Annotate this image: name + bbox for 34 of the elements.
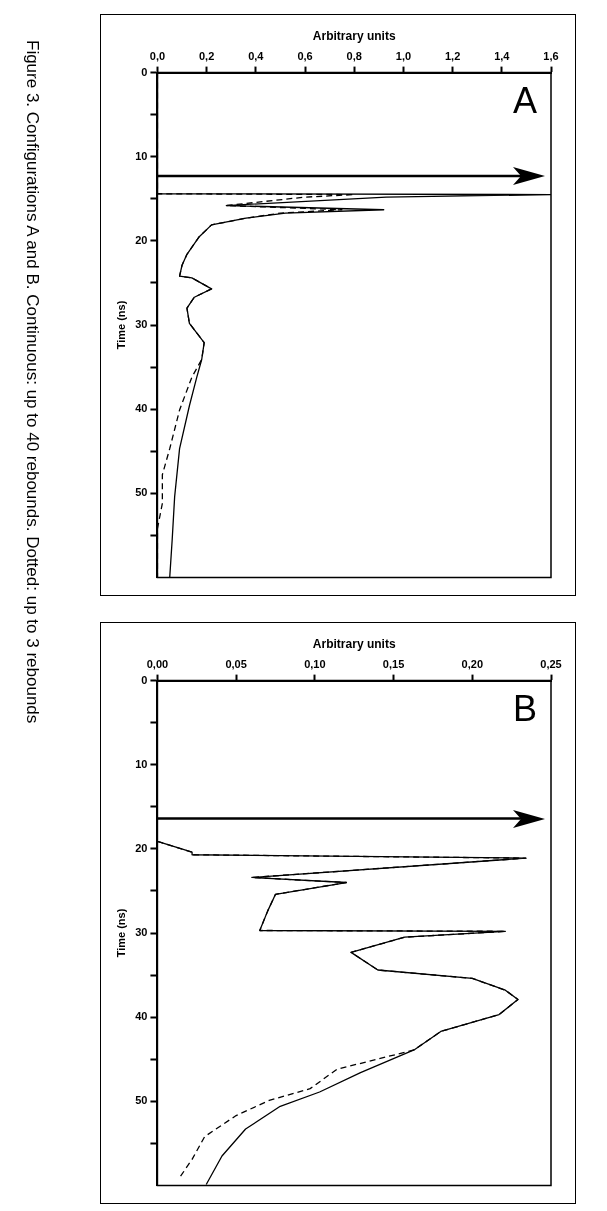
x-tick-label: 0,25 <box>540 658 562 671</box>
y-tick-label: 0 <box>141 673 148 686</box>
annotation: B <box>512 687 537 729</box>
x-tick-label: 1,0 <box>395 50 412 63</box>
y-axis-title: Time (ns) <box>114 908 127 958</box>
x-tick-label: 0,10 <box>304 658 326 671</box>
y-tick-label: 50 <box>135 1094 148 1107</box>
y-tick-label: 10 <box>135 757 148 770</box>
x-tick-label: 0,8 <box>346 50 362 63</box>
y-tick-label: 20 <box>135 233 148 246</box>
y-tick-label: 40 <box>135 1010 148 1023</box>
x-tick-label: 0,0 <box>149 50 166 63</box>
x-tick-label: 1,2 <box>444 50 461 63</box>
x-tick-label: 0,00 <box>146 658 169 671</box>
x-axis-title: Arbitrary units <box>312 28 396 43</box>
x-tick-label: 1,4 <box>494 50 511 63</box>
x-tick-label: 0,15 <box>382 658 405 671</box>
x-tick-label: 0,6 <box>297 50 313 63</box>
y-tick-label: 30 <box>135 926 148 939</box>
x-tick-label: 0,05 <box>225 658 247 671</box>
x-tick-label: 1,6 <box>543 50 559 63</box>
y-tick-label: 20 <box>135 841 148 854</box>
x-tick-label: 0,20 <box>461 658 483 671</box>
y-tick-label: 40 <box>135 402 148 415</box>
y-tick-label: 50 <box>135 486 148 499</box>
y-tick-label: 30 <box>135 318 148 331</box>
caption: Figure 3. Configurations A and B. Continuous: up to 40 rebounds. Dotted: up to 3 rebounds <box>22 40 42 726</box>
y-tick-label: 10 <box>135 149 148 162</box>
x-tick-label: 0,4 <box>248 50 265 63</box>
x-tick-label: 0,2 <box>198 50 215 63</box>
annotation: A <box>512 79 537 121</box>
y-axis-title: Time (ns) <box>114 300 127 350</box>
x-axis-title: Arbitrary units <box>312 636 396 651</box>
y-tick-label: 0 <box>141 65 148 78</box>
